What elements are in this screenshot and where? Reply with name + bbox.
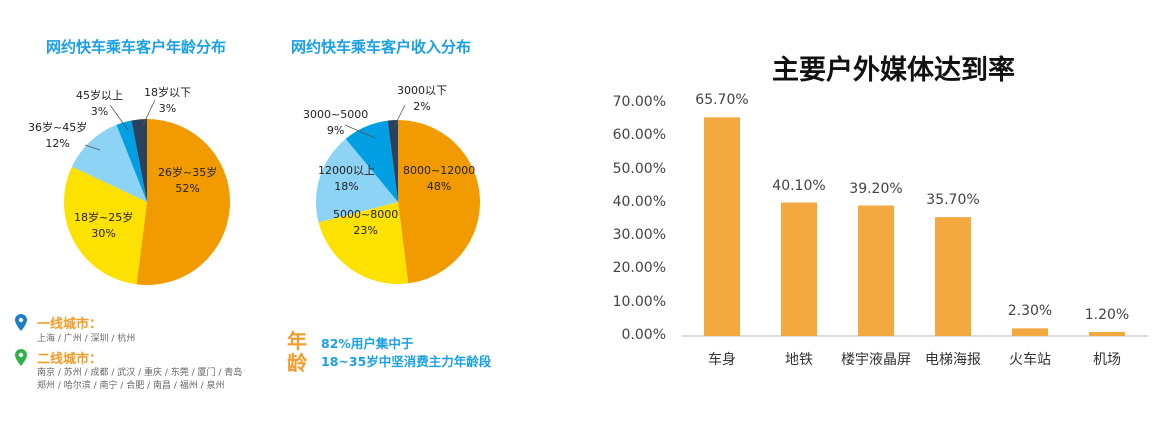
slice-label: 45岁以上 3%	[76, 89, 123, 118]
income-pie-title: 网约快车乘车客户收入分布	[291, 38, 472, 56]
data-label: 65.70%	[695, 92, 749, 109]
leader-line	[344, 124, 376, 139]
y-tick-label: 10.00%	[612, 293, 666, 310]
bar	[1089, 332, 1125, 336]
bar	[1012, 328, 1048, 336]
bar	[935, 217, 971, 336]
map-pin-icon	[15, 314, 27, 331]
y-tick-label: 50.00%	[612, 160, 666, 177]
pie-slice	[131, 119, 147, 202]
leader-line	[393, 104, 406, 128]
y-tick-label: 40.00%	[612, 193, 666, 210]
slice-label: 3000以下 2%	[397, 84, 447, 113]
data-label: 35.70%	[926, 192, 980, 209]
age-pie-title: 网约快车乘车客户年龄分布	[46, 38, 227, 56]
pie-slice	[63, 166, 147, 285]
slice-label: 3000~5000 9%	[303, 108, 369, 137]
leader-line	[141, 99, 156, 128]
x-tick-label: 电梯海报	[925, 352, 981, 368]
x-tick-label: 车身	[708, 352, 736, 368]
tier1-title: 一线城市：	[37, 317, 103, 332]
y-tick-label: 70.00%	[612, 94, 666, 110]
pie-slice	[398, 120, 480, 284]
tier2-cities: 南京 / 苏州 / 成都 / 武汉 / 重庆 / 东莞 / 厦门 / 青岛	[37, 368, 243, 378]
leader-line	[109, 104, 129, 131]
map-pin-icon	[15, 349, 27, 366]
data-label: 40.10%	[772, 177, 826, 194]
bar	[704, 117, 740, 336]
age-pie	[63, 119, 231, 285]
data-label: 1.20%	[1084, 307, 1130, 323]
leader-line	[84, 144, 101, 151]
y-tick-label: 0.00%	[621, 327, 666, 343]
pie-slice	[318, 202, 409, 284]
pie-slice	[136, 119, 231, 285]
bar	[858, 205, 894, 336]
y-tick-label: 60.00%	[612, 127, 666, 144]
slice-label: 8000~12000 48%	[403, 164, 476, 193]
pie-slice	[345, 120, 398, 202]
slice-label: 12000以上 18%	[318, 164, 375, 193]
x-tick-label: 机场	[1093, 352, 1121, 368]
x-tick-label: 地铁	[785, 352, 813, 368]
bar	[781, 202, 817, 336]
pie-slice	[387, 120, 398, 202]
tier2-title: 二线城市：	[37, 352, 103, 367]
leader-lines	[84, 99, 406, 151]
pie-slice	[116, 120, 147, 202]
data-label: 2.30%	[1007, 303, 1053, 320]
tier1-cities: 上海 / 广州 / 深圳 / 杭州	[37, 334, 136, 344]
y-tick-label: 20.00%	[612, 260, 666, 277]
pie-charts	[63, 99, 480, 285]
y-tick-label: 30.00%	[612, 227, 666, 244]
pie-slice	[71, 124, 147, 202]
x-tick-label: 楼宇液晶屏	[841, 352, 911, 368]
income-pie	[316, 120, 480, 284]
bar-chart-title: 主要户外媒体达到率	[772, 55, 1015, 86]
x-tick-label: 火车站	[1009, 352, 1051, 368]
age-note-big: 年龄	[287, 329, 307, 375]
tier2-cities: 郑州 / 哈尔滨 / 南宁 / 合肥 / 南昌 / 福州 / 泉州	[37, 381, 225, 391]
slice-label: 18岁~25岁 30%	[74, 211, 134, 240]
pie-slice	[316, 138, 398, 223]
slice-label: 18岁以下 3%	[144, 86, 191, 115]
slice-label: 26岁~35岁 52%	[158, 166, 218, 195]
age-note: 82%用户集中于 18~35岁中坚消费主力年龄段	[321, 336, 492, 369]
data-label: 39.20%	[849, 180, 903, 197]
slice-label: 36岁~45岁 12%	[28, 121, 88, 150]
slice-label: 5000~8000 23%	[333, 208, 399, 237]
